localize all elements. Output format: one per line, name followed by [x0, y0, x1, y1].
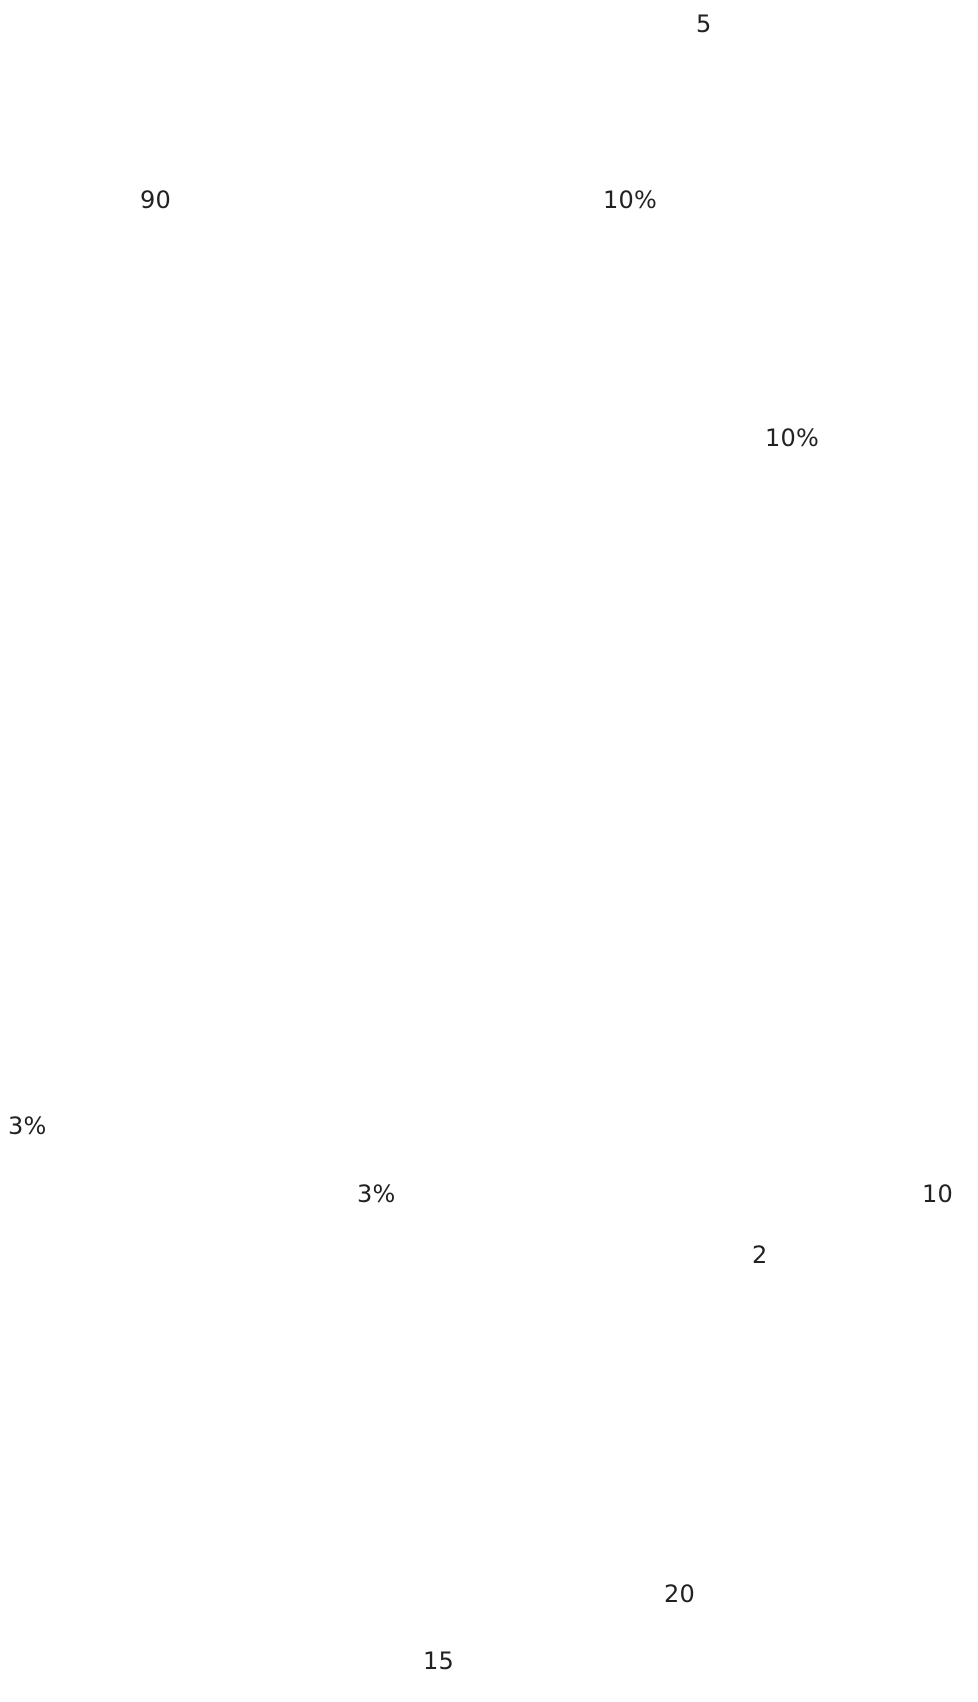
number-label: 5: [696, 10, 712, 38]
number-label: 20: [664, 1580, 695, 1608]
percentage-label: 3%: [357, 1180, 396, 1208]
percentage-label: 10%: [765, 424, 819, 452]
number-label: 90: [140, 186, 171, 214]
percentage-label: 10%: [603, 186, 657, 214]
number-label: 2: [752, 1241, 768, 1269]
number-label: 15: [423, 1647, 454, 1675]
percentage-label: 3%: [8, 1112, 47, 1140]
number-label: 10: [922, 1180, 953, 1208]
